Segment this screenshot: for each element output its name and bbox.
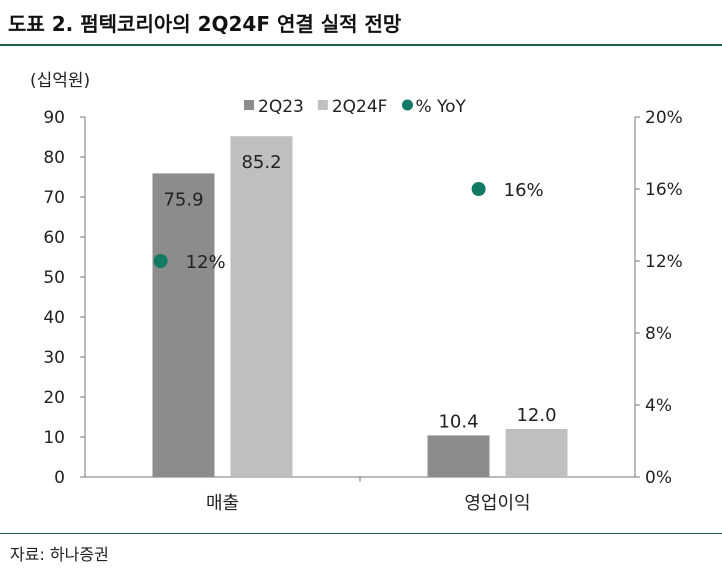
source-note: 자료: 하나증권 (10, 545, 109, 564)
title-divider (0, 44, 722, 46)
right-tick-label: 4% (645, 396, 672, 416)
right-tick-label: 8% (645, 324, 672, 344)
left-tick-label: 0 (54, 468, 65, 488)
right-tick-label: 16% (645, 180, 683, 200)
yoy-data-label: 12% (186, 252, 226, 273)
right-tick-label: 0% (645, 468, 672, 488)
right-tick-label: 20% (645, 108, 683, 128)
footer-divider (0, 533, 722, 534)
bar-2q24f (230, 136, 293, 477)
left-tick-label: 70 (43, 188, 65, 208)
legend-label: 2Q24F (332, 97, 388, 117)
unit-label: (십억원) (30, 71, 90, 91)
left-tick-label: 10 (43, 428, 65, 448)
left-tick-label: 60 (43, 228, 65, 248)
x-tick-label: 매출 (206, 493, 239, 514)
yoy-point (153, 254, 168, 268)
legend-label: 2Q23 (258, 97, 304, 117)
yoy-data-label: 16% (504, 180, 544, 201)
bar-2q24f (505, 429, 568, 477)
chart-title: 도표 2. 펌텍코리아의 2Q24F 연결 실적 전망 (8, 12, 402, 36)
legend-swatch (317, 100, 328, 110)
bar-2q23 (427, 435, 490, 477)
legend-swatch (244, 100, 254, 110)
bar-2q23 (152, 173, 215, 477)
legend-label: % YoY (415, 97, 466, 117)
bar-data-label: 10.4 (438, 411, 478, 432)
left-tick-label: 30 (43, 348, 65, 368)
left-tick-label: 90 (43, 108, 65, 128)
left-tick-label: 50 (43, 268, 65, 288)
bar-data-label: 12.0 (516, 405, 556, 426)
x-tick-label: 영업이익 (464, 493, 530, 514)
bar-data-label: 75.9 (163, 189, 203, 210)
legend-swatch (401, 99, 413, 111)
bar-data-label: 85.2 (241, 152, 281, 173)
left-tick-label: 40 (43, 308, 65, 328)
left-tick-label: 80 (43, 148, 65, 168)
left-tick-label: 20 (43, 388, 65, 408)
right-tick-label: 12% (645, 252, 683, 272)
yoy-point (471, 182, 486, 196)
